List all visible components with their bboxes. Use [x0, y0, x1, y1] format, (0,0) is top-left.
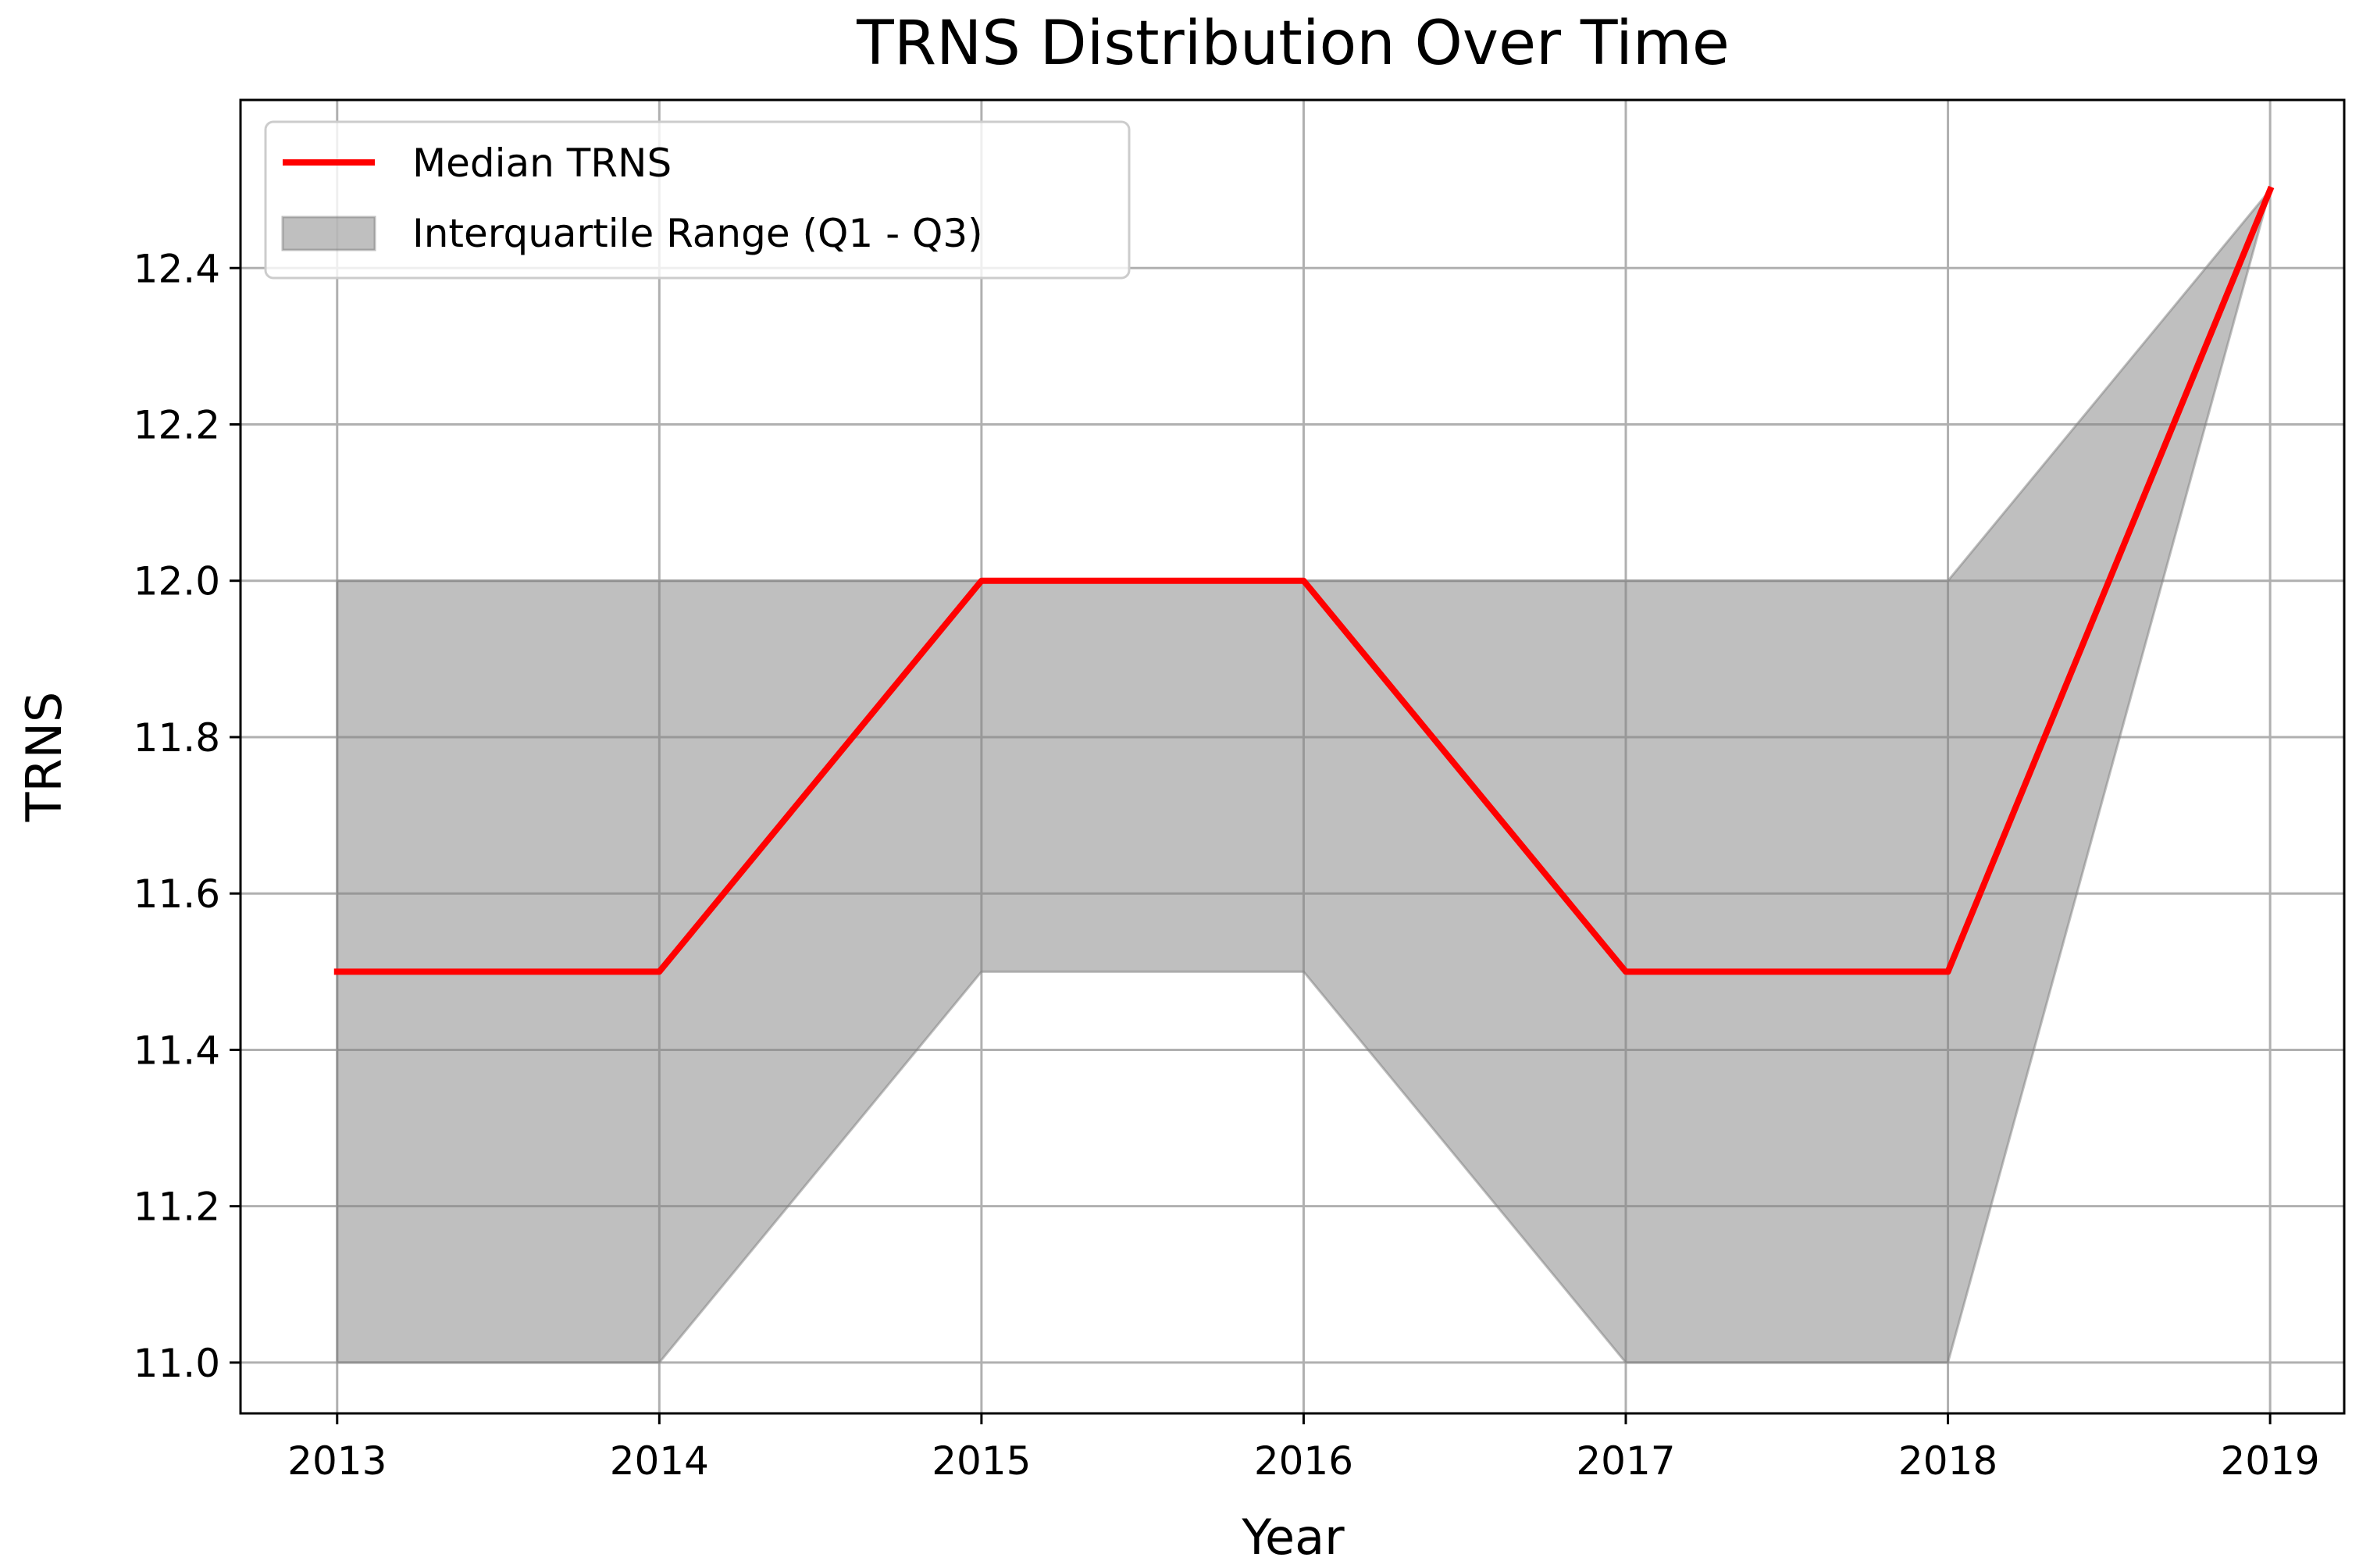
- x-tick-label: 2017: [1576, 1438, 1675, 1484]
- y-tick-label: 12.0: [134, 559, 220, 604]
- x-tick-label: 2014: [610, 1438, 709, 1484]
- y-tick-label: 12.4: [134, 246, 220, 291]
- x-axis: 2013 2014 2015 2016 2017 2018 2019: [287, 1413, 2320, 1484]
- legend: Median TRNS Interquartile Range (Q1 - Q3…: [264, 120, 1131, 280]
- median-line-path: [333, 185, 2275, 975]
- x-tick-label: 2019: [2220, 1438, 2319, 1484]
- median-line: [333, 185, 2275, 975]
- chart-title: TRNS Distribution Over Time: [856, 9, 1730, 79]
- y-tick-label: 11.6: [134, 871, 220, 917]
- y-tick-label: 12.2: [134, 402, 220, 447]
- y-tick-label: 11.2: [134, 1185, 220, 1230]
- legend-iqr-swatch: [281, 216, 376, 251]
- y-axis: 11.0 11.2 11.4 11.6 11.8 12.0 12.2 12.4: [134, 246, 241, 1386]
- y-axis-label: TRNS: [16, 692, 73, 823]
- x-tick-label: 2018: [1898, 1438, 1997, 1484]
- x-axis-label: Year: [1241, 1509, 1345, 1566]
- y-tick-label: 11.8: [134, 715, 220, 761]
- y-tick-label: 11.0: [134, 1341, 220, 1386]
- y-tick-label: 11.4: [134, 1028, 220, 1073]
- legend-iqr-label: Interquartile Range (Q1 - Q3): [412, 211, 983, 256]
- legend-box: [264, 120, 1131, 280]
- x-tick-label: 2015: [932, 1438, 1031, 1484]
- legend-median-label: Median TRNS: [412, 141, 672, 186]
- x-tick-label: 2013: [287, 1438, 387, 1484]
- x-tick-label: 2016: [1254, 1438, 1353, 1484]
- plot-frame: [239, 98, 2346, 1415]
